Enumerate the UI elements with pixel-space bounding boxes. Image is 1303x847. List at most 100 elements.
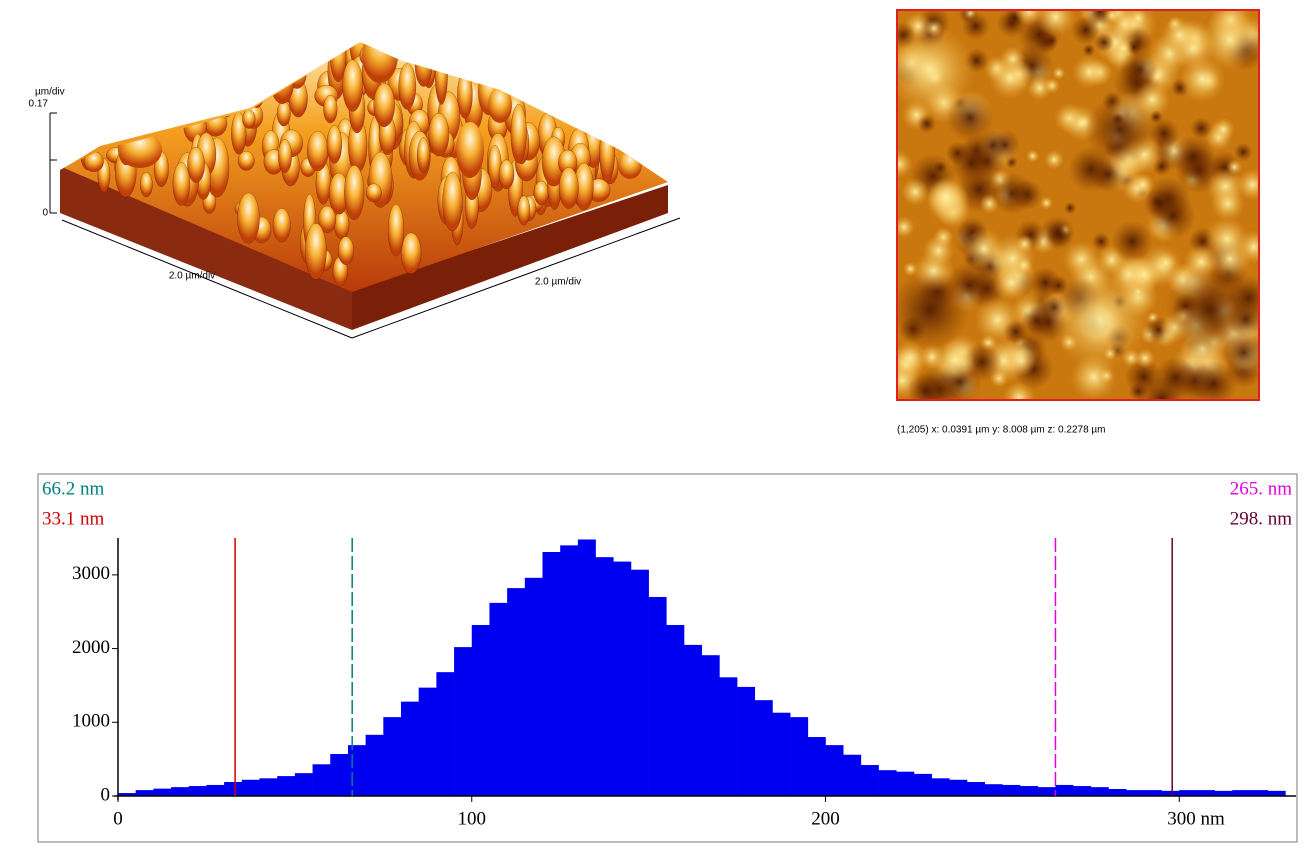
bar [241, 779, 260, 796]
dark-spot [946, 94, 994, 142]
bright-grain [898, 25, 975, 115]
surface-peak [517, 195, 531, 226]
dark-spot [1082, 43, 1096, 57]
bright-grain [1113, 38, 1134, 59]
bright-grain [1210, 186, 1246, 222]
bar [454, 647, 473, 796]
bright-grain [898, 216, 915, 238]
dark-spot [1119, 50, 1159, 90]
bar [1267, 790, 1286, 796]
y-tick-label: 1000 [72, 711, 110, 732]
bright-grain [1015, 234, 1034, 254]
dark-spot [1029, 266, 1062, 299]
bright-grain [1050, 270, 1150, 370]
bar [436, 672, 455, 796]
bright-grain [1134, 348, 1156, 369]
bar [1055, 784, 1074, 796]
bar [1020, 786, 1039, 796]
bar [613, 561, 632, 796]
dark-spot [1143, 188, 1176, 220]
surface-peak [237, 151, 255, 171]
bar [383, 717, 402, 796]
x-tick-label: 0 [113, 808, 123, 829]
dark-spot [1094, 32, 1114, 53]
bright-grain [1014, 11, 1044, 26]
surface-peak [599, 123, 616, 183]
bar [135, 790, 154, 796]
z-unit: µm/div [35, 87, 65, 98]
x-tick-label: 300 nm [1167, 808, 1225, 829]
dark-spot [907, 372, 945, 399]
image-caption: (1,205) x: 0.0391 µm y: 8.008 µm z: 0.22… [897, 425, 1106, 436]
bar [1214, 790, 1233, 796]
bright-grain [1178, 56, 1226, 103]
dark-spot [1154, 356, 1197, 399]
bar [790, 717, 809, 796]
bar [595, 557, 614, 796]
bright-grain [901, 177, 930, 206]
surface-peak [442, 171, 463, 232]
bar [913, 773, 932, 796]
cursor-label: 298. nm [1230, 508, 1293, 529]
surface-peak [270, 56, 295, 104]
surface-peak [172, 162, 191, 206]
bar [1090, 787, 1109, 796]
bright-grain [1226, 159, 1243, 175]
bar [1143, 790, 1162, 796]
bar [931, 778, 950, 796]
bright-grain [898, 150, 913, 178]
height-image [896, 9, 1260, 401]
bar [843, 754, 862, 796]
x-tick-label: 200 [811, 808, 840, 829]
x-tick-label: 100 [458, 808, 487, 829]
dark-spot [917, 114, 937, 134]
bar [1108, 788, 1127, 796]
surface-peak [344, 165, 365, 220]
z-tick-label: 0.17 [29, 99, 49, 110]
dark-spot [1190, 117, 1213, 140]
dark-spot [1046, 221, 1073, 248]
surface-peak [488, 87, 512, 123]
surface-peak [187, 146, 205, 183]
bright-grain [1211, 117, 1235, 141]
bar [1073, 786, 1092, 796]
bright-grain [1204, 216, 1250, 262]
surface-peak [387, 204, 405, 257]
surface-peak [203, 109, 228, 137]
bright-grain [1131, 172, 1155, 197]
dark-spot [977, 129, 1009, 161]
dark-spot [1071, 15, 1101, 45]
bar [630, 569, 649, 796]
bar [967, 781, 985, 796]
bar [471, 624, 490, 796]
bright-grain [963, 227, 1005, 270]
surface-peak [618, 151, 642, 179]
surface-peak [400, 232, 422, 274]
bar [860, 765, 879, 796]
bar [524, 577, 543, 796]
bar [206, 784, 225, 796]
bar [984, 784, 1003, 796]
surface-peak [456, 122, 484, 178]
bar [772, 712, 791, 796]
surface-peak [278, 138, 292, 173]
bright-grain [1026, 149, 1040, 163]
surface-peak [414, 42, 433, 87]
bar [666, 624, 685, 796]
surface-peak [342, 59, 363, 112]
bar [312, 764, 331, 796]
dark-spot [1233, 142, 1253, 162]
bar [1002, 784, 1021, 796]
bar [560, 545, 579, 796]
dark-spot [1021, 305, 1053, 337]
surface-peak [365, 183, 382, 203]
bar [224, 781, 243, 796]
bar [1179, 790, 1198, 796]
bar [118, 793, 136, 796]
bright-grain [934, 338, 976, 381]
bright-grain [1126, 256, 1162, 292]
bright-grain [922, 234, 955, 267]
cursor-label: 265. nm [1230, 478, 1293, 499]
surface-peak [416, 137, 430, 174]
